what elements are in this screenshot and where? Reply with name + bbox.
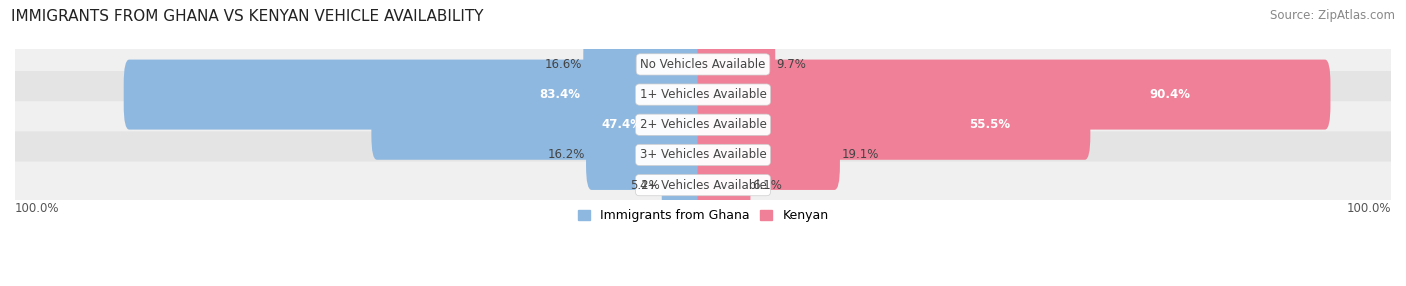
- Text: 9.7%: 9.7%: [776, 58, 807, 71]
- FancyBboxPatch shape: [13, 41, 1393, 88]
- Text: Source: ZipAtlas.com: Source: ZipAtlas.com: [1270, 9, 1395, 21]
- FancyBboxPatch shape: [13, 101, 1393, 148]
- FancyBboxPatch shape: [697, 90, 1090, 160]
- Text: 90.4%: 90.4%: [1149, 88, 1189, 101]
- Text: 3+ Vehicles Available: 3+ Vehicles Available: [640, 148, 766, 161]
- Text: 1+ Vehicles Available: 1+ Vehicles Available: [640, 88, 766, 101]
- Text: 100.0%: 100.0%: [15, 202, 59, 215]
- Text: 4+ Vehicles Available: 4+ Vehicles Available: [640, 179, 766, 192]
- FancyBboxPatch shape: [583, 29, 709, 100]
- Text: 83.4%: 83.4%: [538, 88, 581, 101]
- FancyBboxPatch shape: [697, 150, 751, 220]
- Legend: Immigrants from Ghana, Kenyan: Immigrants from Ghana, Kenyan: [572, 204, 834, 227]
- Text: No Vehicles Available: No Vehicles Available: [640, 58, 766, 71]
- FancyBboxPatch shape: [371, 90, 709, 160]
- Text: 55.5%: 55.5%: [969, 118, 1010, 131]
- FancyBboxPatch shape: [697, 29, 775, 100]
- Text: 19.1%: 19.1%: [841, 148, 879, 161]
- FancyBboxPatch shape: [697, 120, 839, 190]
- FancyBboxPatch shape: [586, 120, 709, 190]
- Text: 2+ Vehicles Available: 2+ Vehicles Available: [640, 118, 766, 131]
- FancyBboxPatch shape: [697, 59, 1330, 130]
- FancyBboxPatch shape: [662, 150, 709, 220]
- FancyBboxPatch shape: [13, 162, 1393, 209]
- FancyBboxPatch shape: [13, 71, 1393, 118]
- Text: 16.6%: 16.6%: [544, 58, 582, 71]
- FancyBboxPatch shape: [124, 59, 709, 130]
- Text: IMMIGRANTS FROM GHANA VS KENYAN VEHICLE AVAILABILITY: IMMIGRANTS FROM GHANA VS KENYAN VEHICLE …: [11, 9, 484, 23]
- Text: 16.2%: 16.2%: [547, 148, 585, 161]
- FancyBboxPatch shape: [13, 131, 1393, 178]
- Text: 100.0%: 100.0%: [1347, 202, 1391, 215]
- Text: 5.2%: 5.2%: [631, 179, 661, 192]
- Text: 47.4%: 47.4%: [600, 118, 643, 131]
- Text: 6.1%: 6.1%: [752, 179, 782, 192]
